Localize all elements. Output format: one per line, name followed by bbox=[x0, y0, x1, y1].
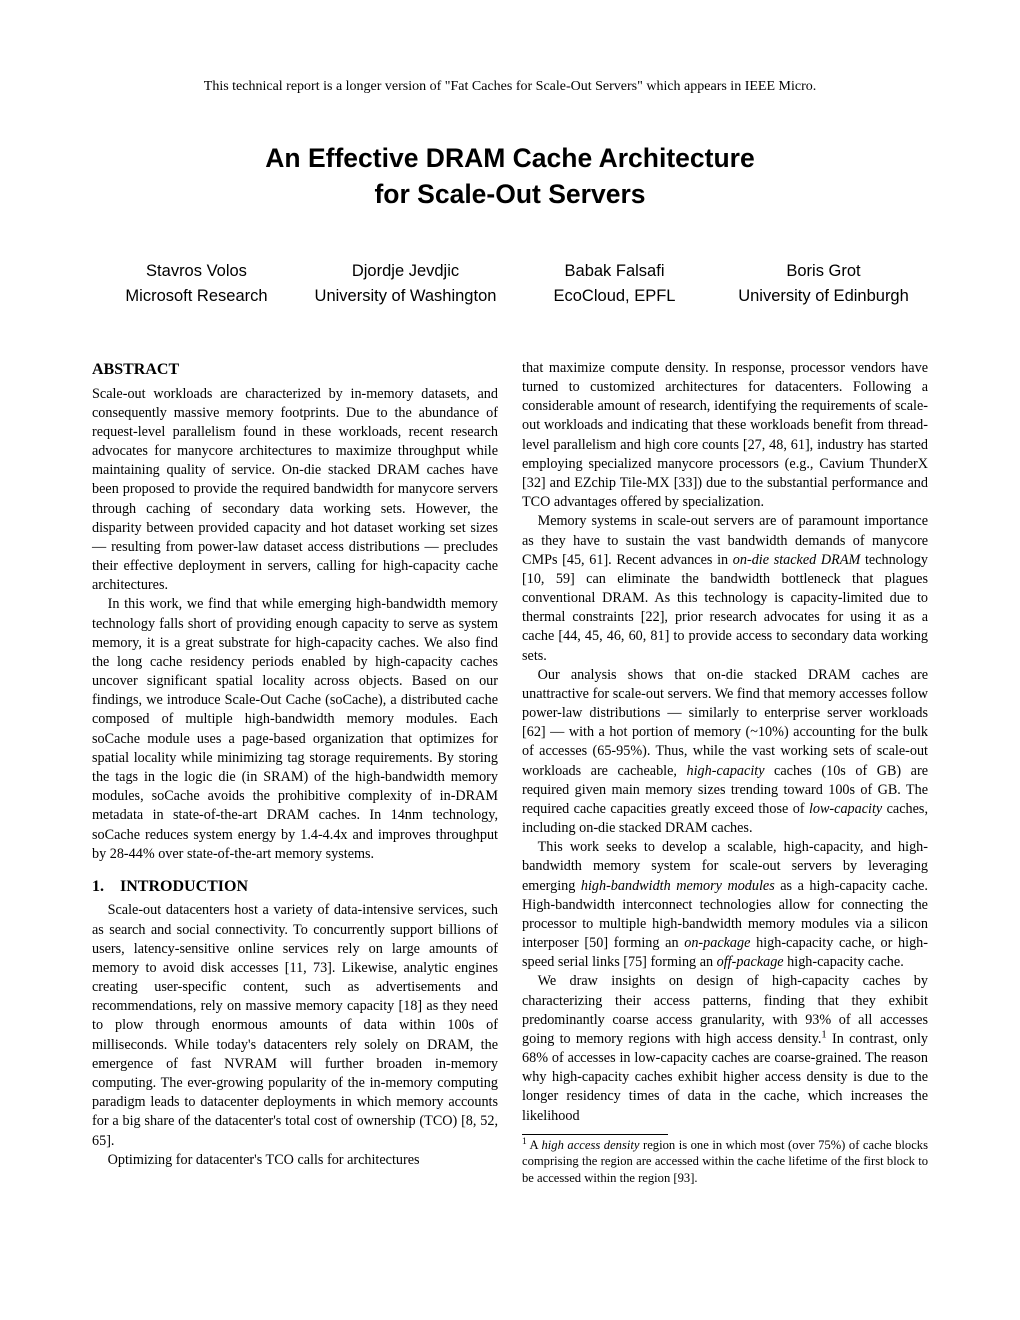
author-3-name: Boris Grot bbox=[725, 260, 922, 282]
footnote-separator bbox=[522, 1134, 668, 1135]
author-0-name: Stavros Volos bbox=[98, 260, 295, 282]
right-p4-em2: on-package bbox=[684, 935, 750, 951]
intro-heading-text: INTRODUCTION bbox=[120, 878, 248, 895]
footnote-1: 1 A high access density region is one in… bbox=[522, 1137, 928, 1186]
page: This technical report is a longer versio… bbox=[0, 0, 1020, 1320]
abstract-para-2: In this work, we find that while emergin… bbox=[92, 595, 498, 863]
title-line-1: An Effective DRAM Cache Architecture bbox=[92, 141, 928, 177]
author-1: Djordje Jevdjic University of Washington bbox=[307, 260, 504, 307]
intro-heading: 1. INTRODUCTION bbox=[92, 876, 498, 898]
intro-para-1: Scale-out datacenters host a variety of … bbox=[92, 901, 498, 1150]
right-para-5: We draw insights on design of high-capac… bbox=[522, 972, 928, 1125]
header-note: This technical report is a longer versio… bbox=[92, 78, 928, 97]
spacer bbox=[92, 864, 498, 876]
title-line-2: for Scale-Out Servers bbox=[92, 177, 928, 213]
author-2: Babak Falsafi EcoCloud, EPFL bbox=[516, 260, 713, 307]
right-p4-em1: high-bandwidth memory modules bbox=[581, 878, 775, 894]
paper-title: An Effective DRAM Cache Architecture for… bbox=[92, 141, 928, 213]
author-2-affil: EcoCloud, EPFL bbox=[516, 285, 713, 307]
right-para-1: that maximize compute density. In respon… bbox=[522, 359, 928, 512]
right-p4-d: high-capacity cache. bbox=[784, 954, 904, 970]
right-para-3: Our analysis shows that on-die stacked D… bbox=[522, 666, 928, 839]
abstract-heading: ABSTRACT bbox=[92, 359, 498, 381]
right-p2-em: on-die stacked DRAM bbox=[733, 552, 861, 568]
footnote-1-em: high access density bbox=[541, 1138, 639, 1152]
author-3: Boris Grot University of Edinburgh bbox=[725, 260, 922, 307]
author-1-name: Djordje Jevdjic bbox=[307, 260, 504, 282]
abstract-para-1: Scale-out workloads are characterized by… bbox=[92, 385, 498, 596]
author-0: Stavros Volos Microsoft Research bbox=[98, 260, 295, 307]
right-p2-b: technology [10, 59] can eliminate the ba… bbox=[522, 552, 928, 664]
footnote-1-a: A bbox=[527, 1138, 542, 1152]
author-2-name: Babak Falsafi bbox=[516, 260, 713, 282]
right-p3-em1: high-capacity bbox=[687, 763, 765, 779]
author-1-affil: University of Washington bbox=[307, 285, 504, 307]
intro-heading-number: 1. bbox=[92, 876, 116, 898]
body-columns: ABSTRACT Scale-out workloads are charact… bbox=[92, 359, 928, 1186]
authors-block: Stavros Volos Microsoft Research Djordje… bbox=[92, 260, 928, 307]
intro-para-2: Optimizing for datacenter's TCO calls fo… bbox=[92, 1151, 498, 1170]
right-p4-em3: off-package bbox=[717, 954, 784, 970]
right-para-4: This work seeks to develop a scalable, h… bbox=[522, 838, 928, 972]
author-3-affil: University of Edinburgh bbox=[725, 285, 922, 307]
author-0-affil: Microsoft Research bbox=[98, 285, 295, 307]
right-para-2: Memory systems in scale-out servers are … bbox=[522, 512, 928, 665]
right-p3-em2: low-capacity bbox=[809, 801, 882, 817]
